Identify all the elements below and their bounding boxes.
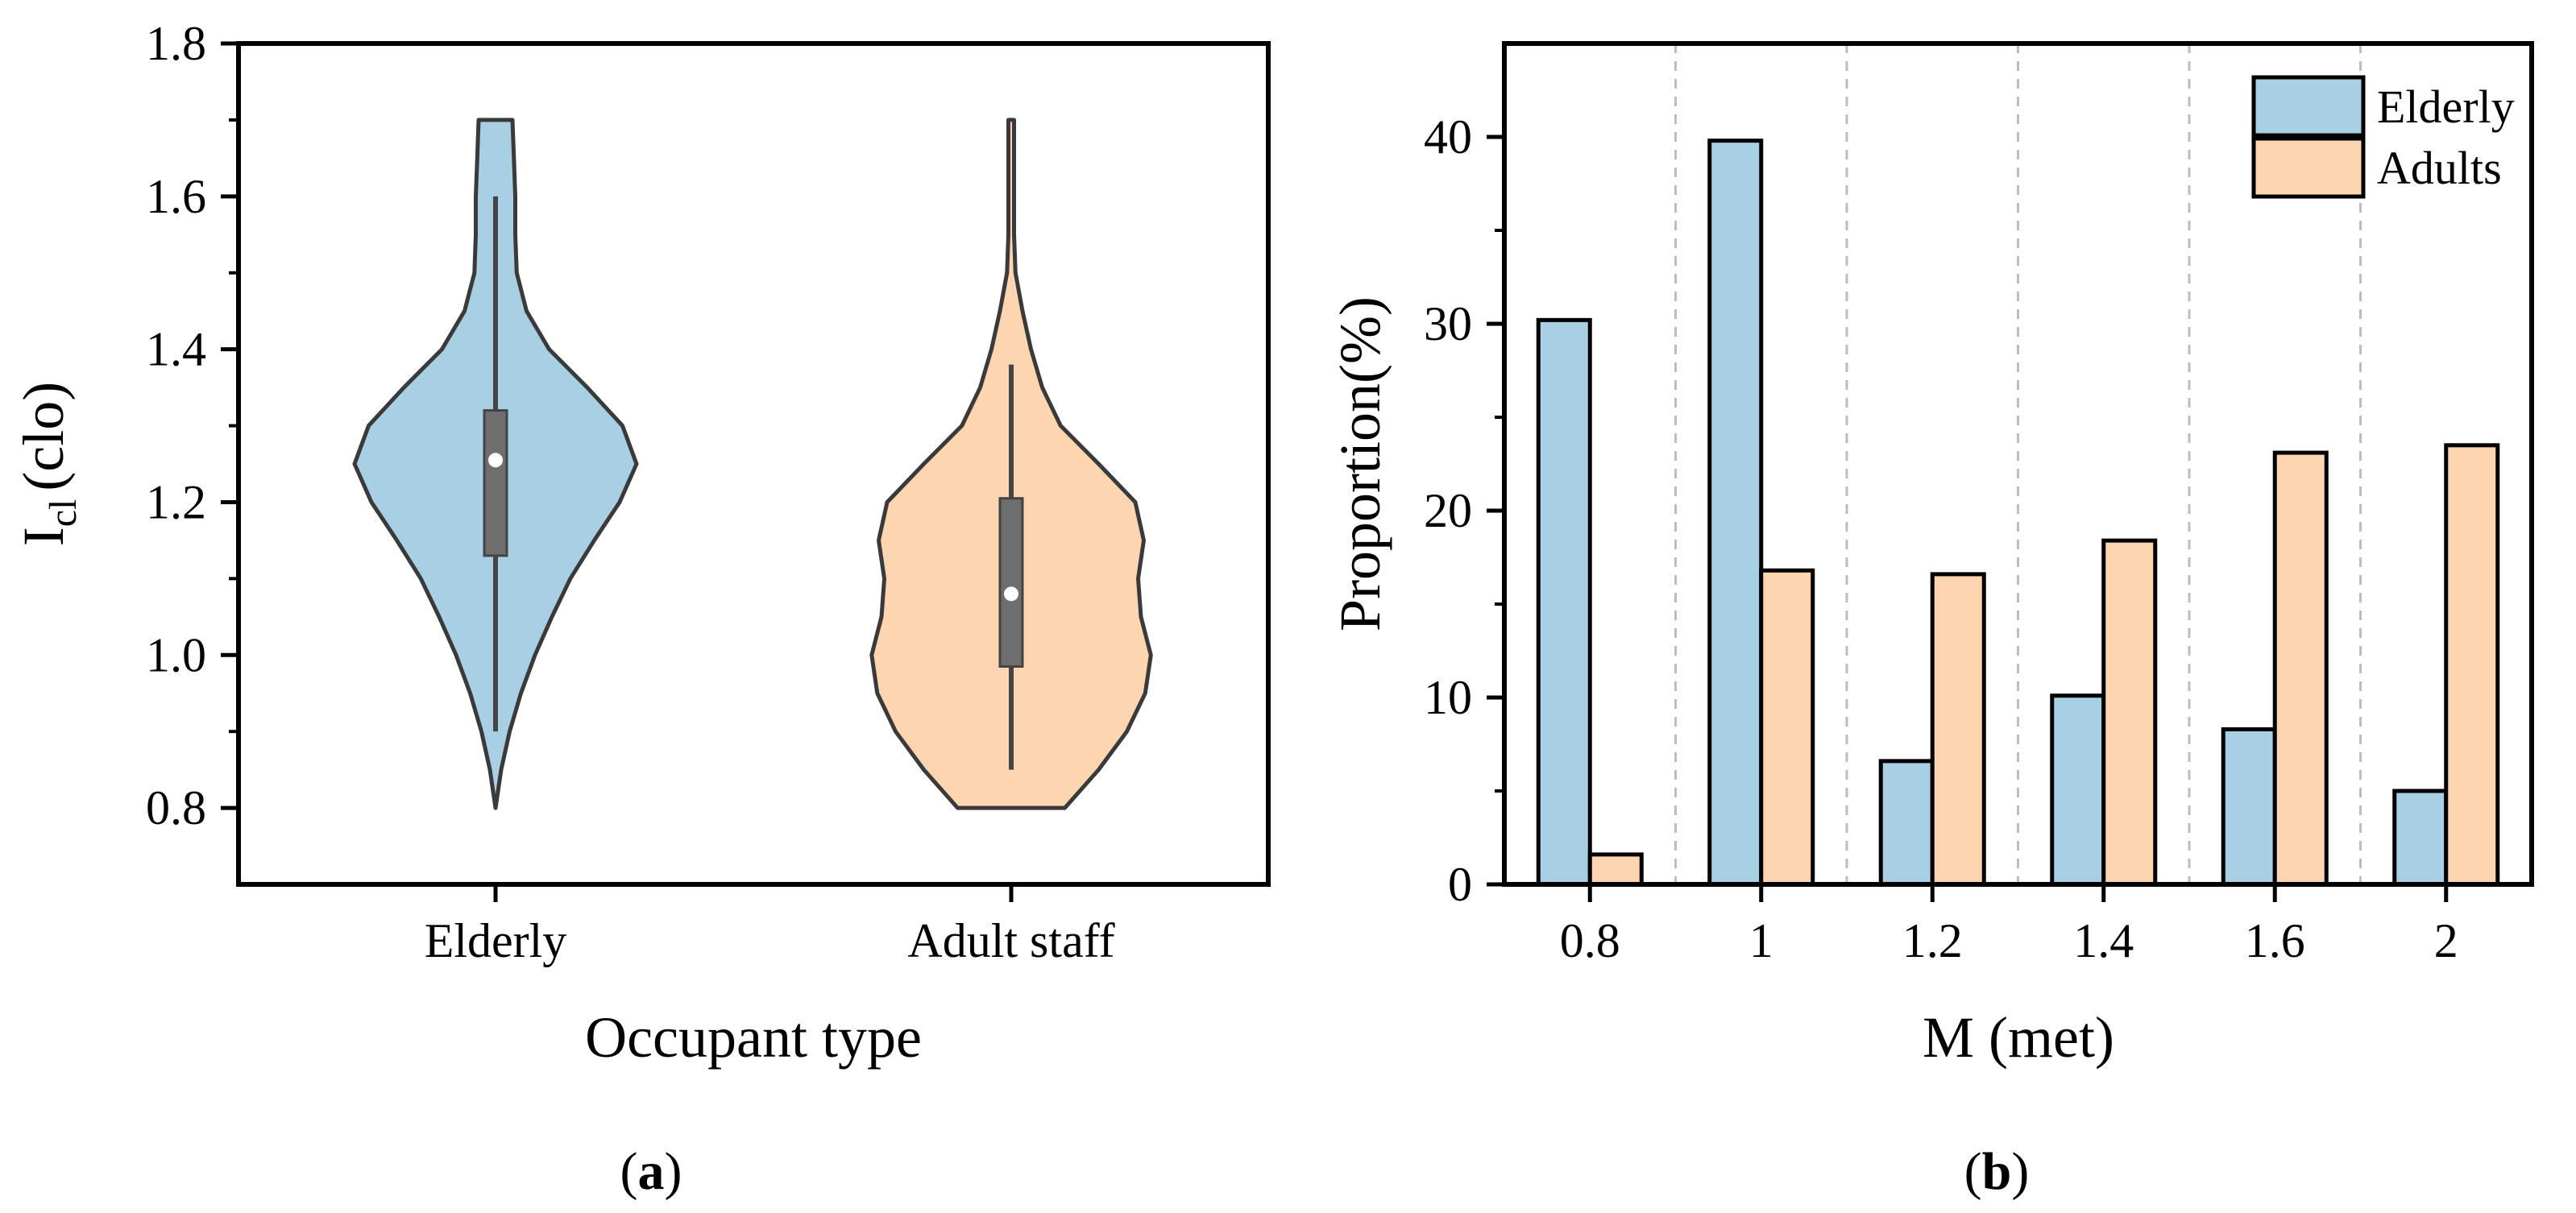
bar-x-ticks: 0.8 1 1.2 1.4 1.6 2 — [1560, 884, 2458, 967]
legend-swatch-adults — [2251, 136, 2366, 199]
bar-x-tick-label: 0.8 — [1560, 914, 1620, 967]
legend-label-adults: Adults — [2377, 142, 2502, 194]
y-axis-title-main: I — [11, 527, 76, 546]
bar-y-axis-title: Proportion(%) — [1328, 296, 1392, 631]
bar-elderly-1-6 — [2221, 727, 2277, 887]
bar-elderly-1-4 — [2050, 693, 2106, 887]
violin-plot-frame — [236, 41, 1271, 887]
violin-median-dot-adult-staff — [1004, 586, 1018, 602]
violin-y-tick-label: 1.4 — [146, 323, 206, 376]
bar-marks — [1536, 139, 2500, 887]
bar-x-tick-label: 1.4 — [2073, 914, 2134, 967]
violin-x-tick-label: Adult staff — [907, 914, 1114, 967]
y-axis-title-unit: (clo) — [11, 382, 76, 491]
bar-elderly-0-8 — [1536, 317, 1592, 887]
violin-y-ticks: 0.8 1.0 1.2 1.4 1.6 1.8 — [146, 17, 239, 834]
bar-legend: Elderly Adults — [2251, 75, 2515, 199]
bar-adults-1-4 — [2101, 538, 2158, 887]
legend-label-elderly: Elderly — [2377, 81, 2515, 133]
bar-y-tick-label: 0 — [1448, 858, 1472, 911]
bar-x-tick-label: 1 — [1749, 914, 1773, 967]
violin-iqr-box-adult-staff — [998, 497, 1024, 669]
bar-x-tick-label: 2 — [2434, 914, 2458, 967]
bar-x-axis-title: M (met) — [1923, 1005, 2114, 1070]
violin-y-tick-label: 1.6 — [146, 170, 206, 223]
violin-iqr-box-elderly — [483, 409, 508, 557]
violin-y-tick-label: 1.2 — [146, 475, 206, 528]
violin-y-axis-title: Icl (clo) — [11, 382, 85, 547]
violin-bodies — [352, 118, 1153, 810]
violin-x-tick-label: Elderly — [425, 914, 567, 967]
bar-x-tick-label: 1.2 — [1902, 914, 1963, 967]
y-axis-title-subscript: cl — [42, 499, 85, 528]
bar-grid-lines — [1674, 43, 2362, 884]
bar-y-tick-label: 30 — [1424, 297, 1472, 350]
violin-x-axis-title: Occupant type — [585, 1005, 922, 1070]
bar-adults-1-6 — [2272, 450, 2329, 887]
violin-y-tick-label: 1.8 — [146, 17, 206, 70]
panel-b-caption: (b) — [1964, 1142, 2030, 1201]
bar-elderly-2 — [2392, 789, 2449, 887]
bar-plot-frame — [1502, 41, 2534, 887]
bar-y-tick-label: 40 — [1424, 110, 1472, 164]
bar-adults-0-8 — [1587, 852, 1644, 887]
bar-x-tick-label: 1.6 — [2245, 914, 2305, 967]
violin-y-tick-label: 1.0 — [146, 628, 206, 681]
bar-y-tick-label: 10 — [1424, 671, 1472, 724]
bar-adults-1 — [1759, 568, 1815, 887]
panel-b-letter: b — [1982, 1142, 2012, 1201]
bar-adults-2 — [2444, 443, 2500, 887]
bar-adults-1-2 — [1930, 572, 1986, 887]
bar-elderly-1-2 — [1878, 759, 1935, 887]
violin-chart: 0.8 1.0 1.2 1.4 1.6 1.8 Elderly Adult staff Oc… — [11, 17, 1271, 1201]
bar-y-ticks: 0 10 20 30 40 — [1424, 110, 1504, 911]
bar-y-tick-label: 20 — [1424, 484, 1472, 537]
violin-x-ticks: Elderly Adult staff — [425, 884, 1115, 967]
violin-y-tick-label: 0.8 — [146, 781, 206, 834]
violin-median-dot-elderly — [488, 453, 503, 468]
panel-a-letter: a — [638, 1142, 665, 1201]
bar-elderly-1 — [1707, 139, 1764, 887]
legend-swatch-elderly — [2251, 75, 2366, 138]
panel-a-caption: (a) — [620, 1142, 682, 1201]
